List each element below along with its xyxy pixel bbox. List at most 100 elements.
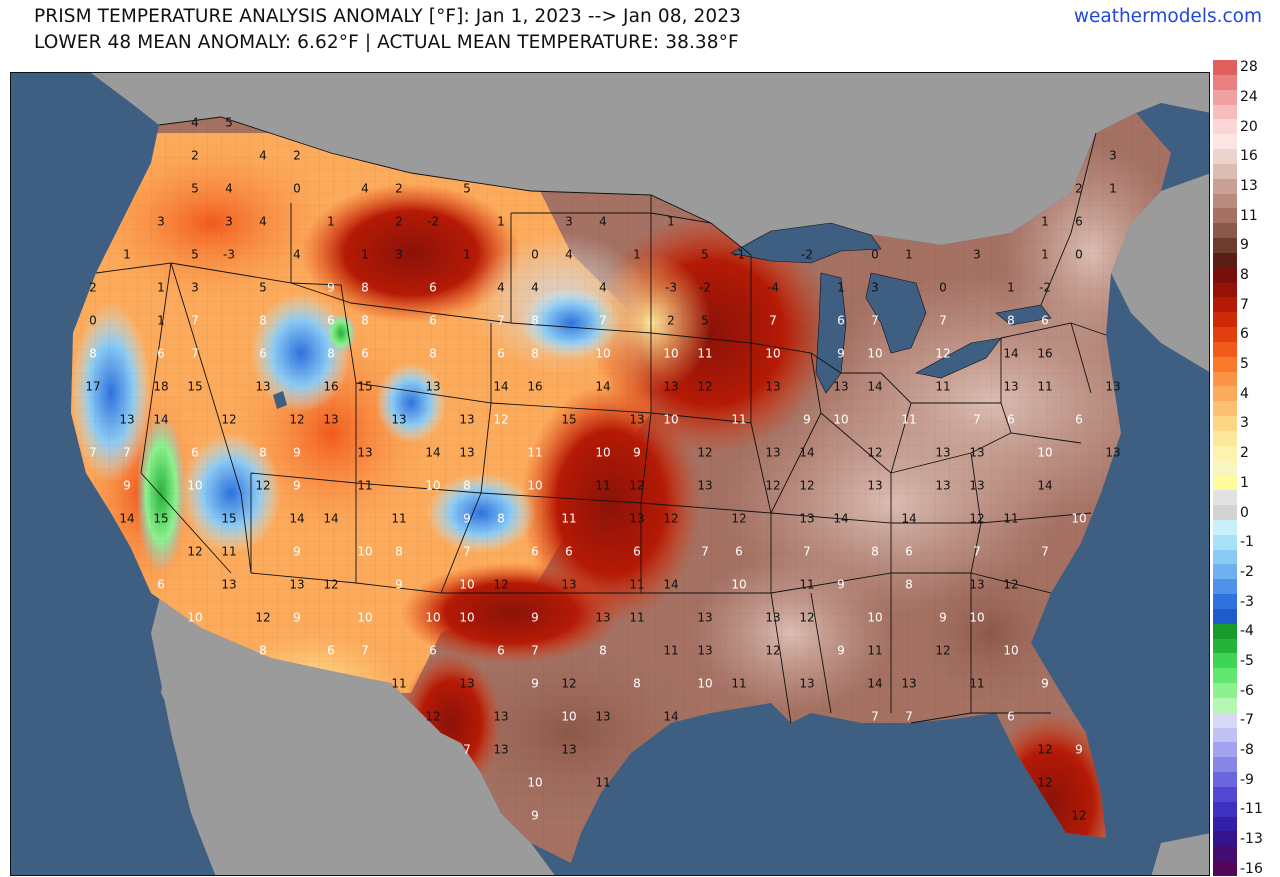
anomaly-value-label: 16 [1037,347,1052,361]
anomaly-value-label: 14 [663,710,678,724]
state-borders [95,116,1107,724]
anomaly-value-label: 7 [123,446,131,460]
anomaly-value-label: 8 [497,512,505,526]
legend-label: -11 [1240,801,1263,818]
anomaly-value-label: 13 [697,479,712,493]
legend-swatch [1213,519,1237,536]
legend-swatch [1213,475,1237,491]
anomaly-value-label: 9 [837,578,845,592]
legend-swatch [1213,564,1237,580]
anomaly-value-label: 16 [527,380,542,394]
legend-label: -3 [1240,593,1254,610]
anomaly-value-label: 10 [663,347,678,361]
legend-swatch [1213,683,1237,699]
anomaly-value-label: 3 [395,248,403,262]
anomaly-value-label: 3 [225,215,233,229]
anomaly-value-label: 13 [459,413,474,427]
anomaly-value-label: 0 [939,281,947,295]
anomaly-value-label: 10 [595,446,610,460]
anomaly-value-label: 4 [225,182,233,196]
anomaly-value-label: 10 [187,479,202,493]
anomaly-value-label: 7 [463,743,471,757]
anomaly-value-label: 11 [391,512,406,526]
anomaly-value-label: 11 [595,776,610,790]
anomaly-value-label: 1 [837,281,845,295]
anomaly-value-label: 3 [565,215,573,229]
anomaly-value-label: 6 [735,545,743,559]
anomaly-value-label: 8 [89,347,97,361]
anomaly-value-label: 4 [191,116,199,130]
map-subtitle: LOWER 48 MEAN ANOMALY: 6.62°F | ACTUAL M… [34,32,739,53]
anomaly-value-label: 10 [459,578,474,592]
anomaly-value-label: 0 [531,248,539,262]
anomaly-value-label: 9 [837,644,845,658]
mexico-land [131,548,555,875]
legend-label: 0 [1240,504,1249,521]
anomaly-value-label: 6 [191,446,199,460]
anomaly-value-label: 15 [357,380,372,394]
anomaly-value-label: 7 [191,314,199,328]
anomaly-value-label: 2 [1075,182,1083,196]
anomaly-value-label: 13 [1105,380,1120,394]
legend-swatch [1213,579,1237,595]
anomaly-value-label: 6 [497,644,505,658]
anomaly-value-label: 1 [1041,215,1049,229]
anomaly-value-label: 6 [157,347,165,361]
anomaly-value-label: 13 [391,413,406,427]
legend-label: -7 [1240,712,1254,729]
anomaly-value-label: 7 [89,446,97,460]
anomaly-value-label: 10 [697,677,712,691]
legend-label: 2 [1240,445,1249,462]
anomaly-value-label: 14 [1037,479,1052,493]
anomaly-value-label: 12 [289,413,304,427]
anomaly-value-label: 12 [425,710,440,724]
legend-label: -2 [1240,563,1254,580]
anomaly-value-label: 12 [663,512,678,526]
anomaly-value-label: 7 [599,314,607,328]
legend-label: 9 [1240,237,1249,254]
anomaly-value-label: 6 [531,545,539,559]
anomaly-value-label: 13 [221,578,236,592]
legend-label: -8 [1240,741,1254,758]
anomaly-value-label: 12 [1071,809,1086,823]
legend-swatch [1213,416,1237,432]
anomaly-value-label: 6 [565,545,573,559]
anomaly-value-label: 3 [871,281,879,295]
anomaly-value-label: 13 [765,446,780,460]
anomaly-value-label: 2 [293,149,301,163]
anomaly-value-label: 4 [599,281,607,295]
anomaly-value-label: 15 [187,380,202,394]
anomaly-value-label: 12 [1003,578,1018,592]
anomaly-value-label: 13 [833,380,848,394]
legend-label: 6 [1240,326,1249,343]
legend-swatch [1213,638,1237,654]
legend-swatch [1213,193,1237,209]
anomaly-value-label: 13 [969,479,984,493]
anomaly-value-label: 7 [871,710,879,724]
anomaly-value-label: 11 [901,413,916,427]
legend-label: 13 [1240,178,1258,195]
anomaly-value-label: 10 [1003,644,1018,658]
legend-swatch [1213,594,1237,610]
legend-label: 7 [1240,296,1249,313]
anomaly-value-label: 12 [935,347,950,361]
legend-swatch [1213,490,1237,506]
anomaly-value-label: 13 [663,380,678,394]
anomaly-value-label: 14 [833,512,848,526]
anomaly-value-label: 11 [595,479,610,493]
legend-label: 3 [1240,415,1249,432]
anomaly-value-label: 18 [153,380,168,394]
legend-swatch [1213,430,1237,447]
anomaly-value-label: 8 [1007,314,1015,328]
legend-label: 24 [1240,89,1258,106]
anomaly-value-label: 4 [497,281,505,295]
anomaly-value-label: 6 [1075,413,1083,427]
anomaly-value-label: 13 [561,578,576,592]
anomaly-value-label: 11 [629,578,644,592]
anomaly-value-label: 10 [731,578,746,592]
anomaly-value-label: 14 [663,578,678,592]
legend-swatch [1213,653,1237,669]
legend-swatch [1213,623,1237,640]
anomaly-value-label: 9 [293,446,301,460]
legend-swatch [1213,371,1237,387]
